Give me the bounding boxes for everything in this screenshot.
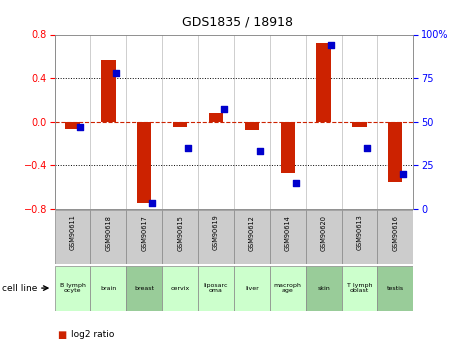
Bar (270, 210, 306, 264)
Text: GSM90616: GSM90616 (392, 215, 399, 250)
Bar (306, 266, 342, 311)
Text: GDS1835 / 18918: GDS1835 / 18918 (182, 16, 293, 29)
Bar (91, 266, 126, 311)
Bar (388, 122, 402, 181)
Point (76, 124, 84, 130)
Bar (234, 210, 270, 264)
Text: macroph
age: macroph age (274, 283, 302, 293)
Text: skin: skin (317, 286, 330, 290)
Bar (270, 266, 306, 311)
Text: liver: liver (245, 286, 259, 290)
Point (184, 145, 192, 150)
Text: GSM90611: GSM90611 (69, 215, 76, 250)
Bar (342, 210, 378, 264)
Point (328, 42, 335, 48)
Bar (173, 122, 187, 127)
Text: brain: brain (100, 286, 116, 290)
Point (220, 107, 228, 112)
Bar (245, 122, 259, 130)
Text: testis: testis (387, 286, 404, 290)
Text: GSM90613: GSM90613 (356, 215, 362, 250)
Point (113, 70, 120, 76)
Bar (91, 210, 126, 264)
Text: log2 ratio: log2 ratio (71, 330, 114, 339)
Point (399, 171, 407, 177)
Bar (137, 122, 152, 203)
Bar (209, 113, 223, 122)
Text: B lymph
ocyte: B lymph ocyte (60, 283, 86, 293)
Bar (162, 210, 198, 264)
Point (363, 145, 371, 150)
Bar (55, 210, 91, 264)
Point (256, 148, 264, 154)
Bar (377, 266, 413, 311)
Bar (126, 266, 162, 311)
Text: GSM90619: GSM90619 (213, 215, 219, 250)
Bar (66, 122, 80, 129)
Text: T lymph
oblast: T lymph oblast (347, 283, 372, 293)
Text: GSM90618: GSM90618 (105, 215, 112, 250)
Text: GSM90615: GSM90615 (177, 215, 183, 250)
Bar (162, 266, 198, 311)
Text: GSM90620: GSM90620 (321, 215, 327, 251)
Bar (55, 266, 91, 311)
Bar (234, 266, 270, 311)
Bar (126, 210, 162, 264)
Point (292, 180, 299, 185)
Text: ■: ■ (57, 330, 66, 339)
Text: GSM90617: GSM90617 (141, 215, 147, 250)
Bar (306, 210, 342, 264)
Text: breast: breast (134, 286, 154, 290)
Text: liposarc
oma: liposarc oma (204, 283, 228, 293)
Bar (377, 210, 413, 264)
Bar (281, 122, 295, 173)
Bar (352, 122, 367, 127)
Bar (198, 210, 234, 264)
Text: cervix: cervix (171, 286, 190, 290)
Text: cell line: cell line (2, 284, 38, 293)
Text: GSM90612: GSM90612 (249, 215, 255, 250)
Text: GSM90614: GSM90614 (285, 215, 291, 250)
Bar (101, 60, 115, 122)
Point (148, 201, 156, 206)
Bar (198, 266, 234, 311)
Bar (342, 266, 378, 311)
Bar (316, 43, 331, 122)
